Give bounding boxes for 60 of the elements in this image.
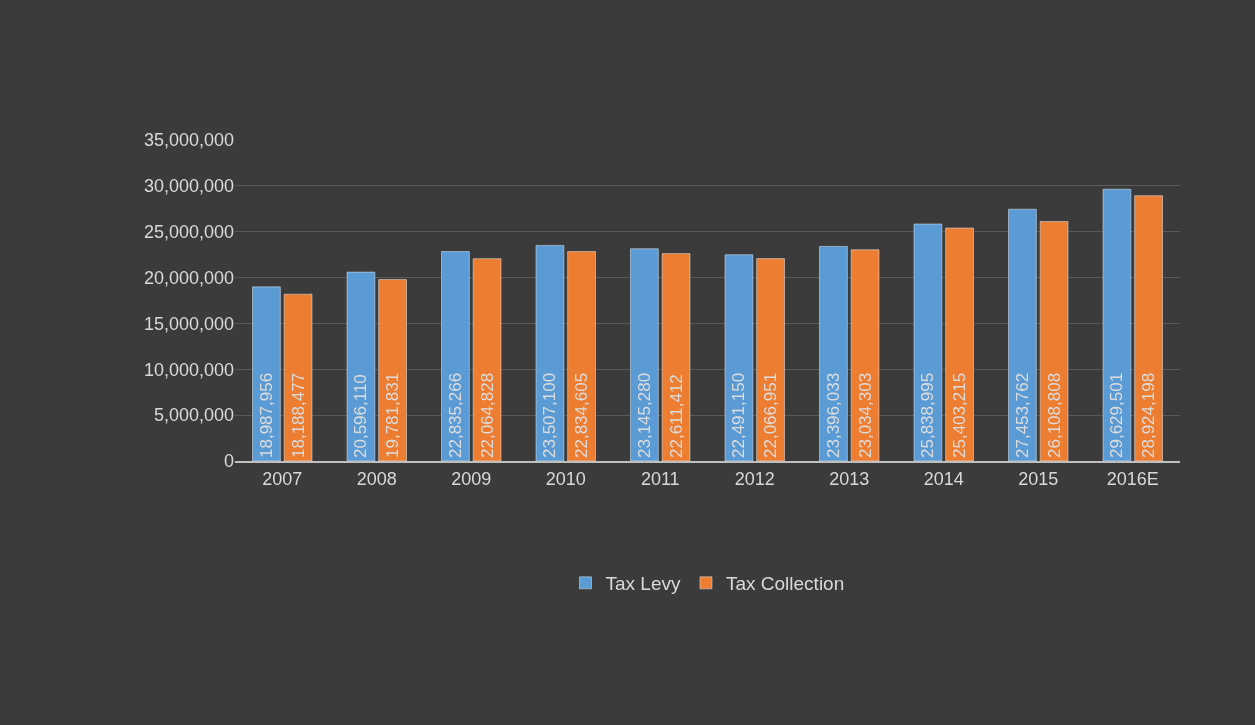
x-tick-label: 2009 xyxy=(451,468,492,489)
x-tick-label: 2008 xyxy=(356,468,397,489)
data-label: 18,188,477 xyxy=(288,372,308,458)
bar xyxy=(441,251,470,461)
data-label: 29,629,501 xyxy=(1107,372,1127,458)
y-tick-label: 15,000,000 xyxy=(143,313,234,334)
data-label: 18,987,956 xyxy=(256,372,276,458)
data-label: 26,108,808 xyxy=(1044,372,1064,458)
y-tick-label: 10,000,000 xyxy=(143,359,234,380)
data-label: 25,403,215 xyxy=(950,372,970,458)
x-tick-label: 2007 xyxy=(262,468,303,489)
bar xyxy=(1134,195,1163,461)
y-tick-label: 30,000,000 xyxy=(143,176,234,197)
data-label: 23,034,303 xyxy=(855,372,875,458)
bar xyxy=(661,253,691,461)
x-tick-label: 2014 xyxy=(923,468,964,489)
bar xyxy=(850,249,880,461)
bar xyxy=(346,271,376,461)
y-tick-label: 25,000,000 xyxy=(143,222,234,243)
data-label: 22,835,266 xyxy=(445,372,465,458)
bar xyxy=(756,258,785,461)
data-label: 22,834,605 xyxy=(572,372,592,458)
data-label: 23,507,100 xyxy=(540,372,560,458)
data-label: 27,453,762 xyxy=(1012,372,1032,458)
bar xyxy=(1102,189,1132,461)
y-tick-label: 20,000,000 xyxy=(143,267,234,288)
legend-label: Tax Collection xyxy=(725,573,845,595)
x-tick-label: 2010 xyxy=(545,468,586,489)
data-label: 23,145,280 xyxy=(634,372,654,458)
data-label: 20,596,110 xyxy=(351,374,371,458)
x-tick-label: 2012 xyxy=(734,468,775,489)
bar xyxy=(378,279,407,461)
x-tick-label: 2013 xyxy=(829,468,870,489)
y-tick-label: 0 xyxy=(223,451,234,472)
bar xyxy=(567,251,596,461)
bar xyxy=(819,246,848,461)
data-label: 28,924,198 xyxy=(1139,372,1159,458)
bar xyxy=(252,286,281,461)
data-label: 19,781,831 xyxy=(383,372,403,458)
data-label: 22,066,951 xyxy=(761,372,781,458)
data-label: 23,396,033 xyxy=(823,372,843,458)
data-label: 22,611,412 xyxy=(666,374,686,458)
bar xyxy=(945,227,974,461)
x-tick-label: 2016E xyxy=(1106,468,1159,489)
bar xyxy=(1008,208,1037,461)
legend-label: Tax Levy xyxy=(605,573,681,595)
bar xyxy=(1039,221,1069,461)
bar xyxy=(283,293,313,461)
y-tick-label: 5,000,000 xyxy=(153,405,234,426)
bar xyxy=(630,248,659,461)
x-tick-label: 2015 xyxy=(1018,468,1059,489)
x-tick-label: 2011 xyxy=(640,468,680,489)
data-label: 25,838,995 xyxy=(918,372,938,458)
bar xyxy=(535,245,565,461)
bar xyxy=(913,223,943,461)
bar xyxy=(472,258,502,461)
y-tick-label: 35,000,000 xyxy=(143,130,234,151)
data-label: 22,064,828 xyxy=(477,372,497,458)
data-label: 22,491,150 xyxy=(729,372,749,458)
bar xyxy=(724,254,754,461)
